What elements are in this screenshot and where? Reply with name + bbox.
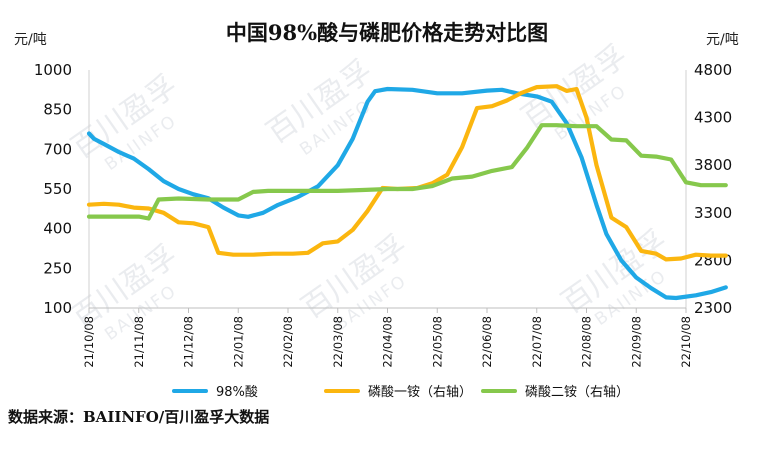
right-axis-unit: 元/吨: [706, 32, 739, 48]
left-tick-label: 850: [43, 101, 72, 119]
x-tick-label: 22/09/08: [629, 316, 643, 368]
x-tick-label: 22/04/08: [381, 316, 395, 368]
x-tick-label: 22/03/08: [331, 316, 345, 368]
left-tick-label: 100: [43, 299, 72, 317]
legend-label: 磷酸一铵（右轴）: [368, 385, 472, 400]
x-axis-ticks: 21/10/08 21/11/08 21/12/08 22/01/08 22/02/08…: [82, 308, 693, 368]
series-line: [86, 84, 728, 262]
chart-title: 中国98%酸与磷肥价格走势对比图: [226, 20, 548, 45]
legend-label: 磷酸二铵（右轴）: [525, 385, 629, 400]
x-tick-label: 21/10/08: [82, 316, 96, 368]
right-tick-label: 3300: [694, 204, 732, 222]
x-tick-label: 22/02/08: [281, 316, 295, 368]
x-tick-label: 22/07/08: [530, 316, 544, 368]
x-tick-label: 22/05/08: [430, 316, 444, 368]
left-axis-unit: 元/吨: [14, 32, 47, 48]
x-tick-label: 21/11/08: [132, 316, 146, 368]
left-axis-ticks: 1000 850 700 550 400 250 100: [34, 61, 72, 317]
right-tick-label: 3800: [694, 156, 732, 174]
left-tick-label: 250: [43, 259, 72, 277]
right-tick-label: 4800: [694, 61, 732, 79]
series-line: [86, 123, 728, 221]
source-note: 数据来源：BAIINFO/百川盈孚大数据: [8, 408, 269, 426]
left-tick-label: 400: [43, 220, 72, 238]
x-tick-label: 22/10/08: [679, 316, 693, 368]
right-tick-label: 4300: [694, 109, 732, 127]
left-tick-label: 550: [43, 180, 72, 198]
series-layer: [86, 84, 728, 301]
legend-label: 98%酸: [216, 385, 258, 400]
legend: 98%酸 磷酸一铵（右轴） 磷酸二铵（右轴）: [172, 385, 629, 400]
x-tick-label: 22/01/08: [231, 316, 245, 368]
x-tick-label: 22/06/08: [480, 316, 494, 368]
left-tick-label: 1000: [34, 61, 72, 79]
left-tick-label: 700: [43, 140, 72, 158]
series-line: [86, 86, 728, 301]
x-tick-label: 21/12/08: [182, 316, 196, 368]
right-tick-label: 2300: [694, 299, 732, 317]
x-tick-label: 22/08/08: [580, 316, 594, 368]
